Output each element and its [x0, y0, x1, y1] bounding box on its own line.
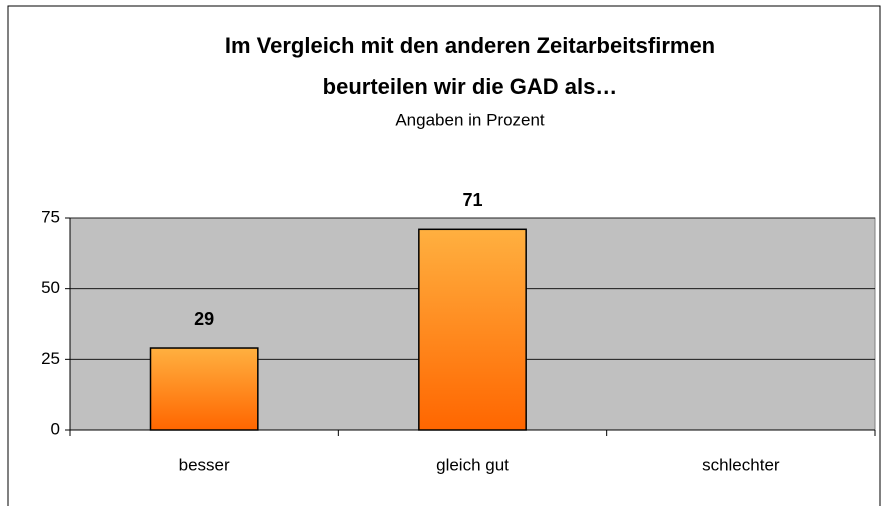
chart-subtitle: Angaben in Prozent	[395, 110, 545, 129]
chart-frame	[7, 5, 881, 506]
x-tick-label: gleich gut	[436, 455, 509, 474]
x-tick-label: schlechter	[702, 455, 780, 474]
y-tick-label: 25	[41, 349, 60, 368]
y-tick-label: 0	[51, 419, 60, 438]
bar	[418, 228, 527, 431]
y-tick-label: 75	[41, 207, 60, 226]
data-label: 29	[194, 309, 214, 329]
bar	[149, 347, 259, 431]
data-label: 71	[462, 190, 482, 210]
chart-title: beurteilen wir die GAD als…	[323, 74, 618, 99]
x-tick-label: besser	[179, 455, 230, 474]
y-tick-label: 50	[41, 278, 60, 297]
chart-title: Im Vergleich mit den anderen Zeitarbeits…	[225, 33, 715, 58]
